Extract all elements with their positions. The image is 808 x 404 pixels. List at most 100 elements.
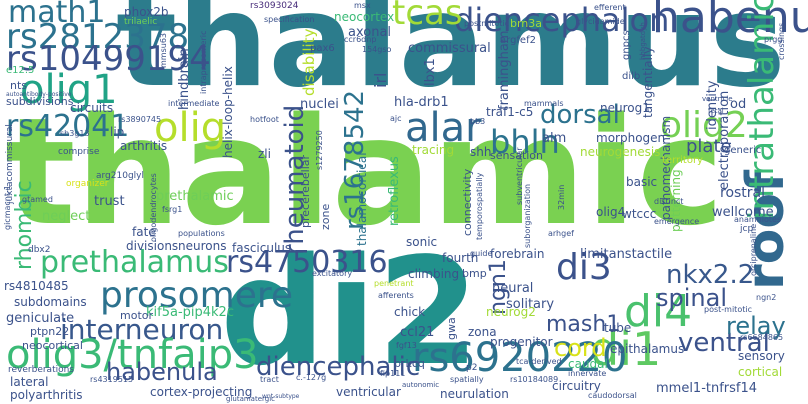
word-subdivisions: subdivisions	[6, 95, 74, 108]
word-orciprenaline: orciprenaline	[749, 223, 758, 276]
word-32min: 32min	[557, 184, 566, 210]
word-lip: lip	[110, 125, 125, 139]
word-fsrg1: fsrg1	[162, 205, 183, 214]
word-guide: guide	[470, 249, 493, 258]
word-cortex-projecting: cortex-projecting	[150, 385, 253, 399]
word-spatially: spatially	[450, 375, 484, 384]
word-di4: di4	[624, 286, 693, 337]
word-cortical: cortical	[738, 365, 783, 379]
word-glutamatergic: glutamatergic	[226, 395, 276, 403]
word-hotfoot: hotfoot	[250, 115, 279, 124]
word-basic: basic	[626, 175, 658, 189]
word-dbx2: dbx2	[28, 245, 51, 255]
word-jcp: jcp	[740, 224, 754, 234]
word-tract: tract	[260, 375, 279, 384]
word-emergence: emergence	[654, 217, 700, 226]
word-neglect: neglect	[42, 209, 91, 224]
word-ccl21: ccl21	[400, 325, 435, 340]
word-olig4: olig4	[596, 205, 626, 219]
word-organizer: organizer	[66, 179, 109, 189]
word-zona: zona	[468, 325, 497, 339]
word-efferent: efferent	[594, 3, 626, 12]
word-gnpcs: gnpcs	[621, 30, 632, 60]
word-argfef2: argfef2	[500, 35, 536, 46]
word-cord: cord	[554, 334, 607, 362]
word-s1279250: s1279250	[315, 130, 324, 170]
word-ccr6dnp: ccr6dnp	[344, 35, 377, 44]
word-traf1-c5: traf1-c5	[486, 105, 534, 119]
word-precerebellar: precerebellar	[299, 154, 312, 228]
word-penetrant: penetrant	[374, 279, 414, 288]
word-sensory: sensory	[738, 349, 785, 363]
word-gicmacnt-1: gicmacnt-1	[3, 185, 12, 230]
word-thalamocortical: thalamocortical	[355, 152, 369, 246]
word-circuitry: circuitry	[552, 379, 601, 393]
word-olig: olig	[154, 105, 227, 151]
word-rs6920220: rs6920220	[412, 335, 628, 381]
word-neurons: neurons	[178, 239, 227, 253]
word-fasciculus: fasciculus	[232, 241, 292, 255]
word-excitatory: excitatory	[312, 269, 353, 278]
word-alm: alm	[542, 131, 567, 146]
word-trust: trust	[94, 194, 125, 209]
word-olig2: olig2	[660, 105, 748, 146]
word-habenula: habenula	[106, 358, 218, 386]
word-neurog1: neurog1	[600, 101, 650, 115]
word-tracing: tracing	[412, 143, 455, 157]
word-rhombic: rhombic	[12, 180, 37, 270]
word-rs3093024: rs3093024	[250, 1, 299, 11]
word-prosomere: prosomere	[100, 275, 294, 316]
word-prethalamic: prethalamic	[156, 189, 234, 204]
word-helix-loop-helix: helix-loop-helix	[221, 66, 235, 158]
word-comprise: comprise	[58, 147, 100, 157]
word-irl: irl	[371, 72, 390, 88]
word-diencephalic: diencephalic	[256, 352, 421, 382]
word-generic: generic	[724, 145, 762, 156]
word-di3: di3	[556, 247, 612, 288]
word-arthritis: arthritis	[120, 139, 168, 153]
word-zli: zli	[258, 147, 271, 161]
word-motor: motor	[120, 309, 154, 322]
word-autonomic: autonomic	[402, 381, 440, 389]
word-rs4750316: rs4750316	[226, 245, 388, 280]
word-rs6684865: rs6684865	[740, 333, 784, 342]
word-olig3-tnfaip3: olig3/tnfaip3	[6, 332, 259, 378]
word-arg210glyl: arg210glyl	[96, 171, 144, 181]
word-fourth: fourth	[442, 251, 479, 265]
word-c.-127g: c.-127g	[296, 373, 327, 382]
word-crossings: crossings	[777, 22, 786, 60]
word-plate: plate	[686, 136, 732, 157]
word-autoantibody-positive: autoantibody-positive	[6, 91, 72, 98]
word-climbing: climbing	[408, 267, 460, 281]
word-lbx1: lbx1	[423, 58, 438, 86]
word-interneuron: interneuron	[60, 313, 224, 346]
word-distinct: distinct	[654, 197, 684, 206]
word-rs3890745: rs3890745	[118, 115, 162, 124]
word-ventral: ventral	[678, 328, 770, 358]
word-subdomains: subdomains	[14, 295, 87, 309]
word-tube: tube	[604, 321, 632, 335]
word-bmp: bmp	[462, 267, 487, 280]
word-post-mitotic: post-mitotic	[704, 305, 752, 314]
word-postmitotic: postmitotic	[464, 19, 510, 28]
word-kif5a-pip4k2c: kif5a-pip4k2c	[146, 305, 234, 320]
word-zone: zone	[319, 203, 332, 230]
word-neurulation: neurulation	[440, 387, 509, 401]
word-mmel1-tnfrsf14: mmel1-tnfrsf14	[656, 381, 758, 396]
word-rs10499194: rs10499194	[6, 39, 211, 79]
word-rs4810485: rs4810485	[4, 279, 69, 293]
word-rs42041: rs42041	[6, 109, 130, 144]
word-tcas: tcas	[392, 0, 463, 33]
word-neurogenesis: neurogenesis	[580, 145, 661, 159]
word-brn3a: brn3a	[510, 17, 543, 30]
word-temporospatially: temporospatially	[475, 172, 484, 240]
word-ptpn22: ptpn22	[30, 325, 70, 338]
word-rostral: rostral	[720, 185, 766, 201]
word-ngn2: ngn2	[756, 293, 777, 302]
word-gtamed: gtamed	[22, 195, 53, 204]
word-anamniotes: anamniotes	[734, 215, 782, 224]
word-hla-drb1: hla-drb1	[394, 95, 449, 110]
word-progenitor: progenitor	[490, 335, 553, 349]
word-prkcq: prkcq	[394, 357, 425, 370]
